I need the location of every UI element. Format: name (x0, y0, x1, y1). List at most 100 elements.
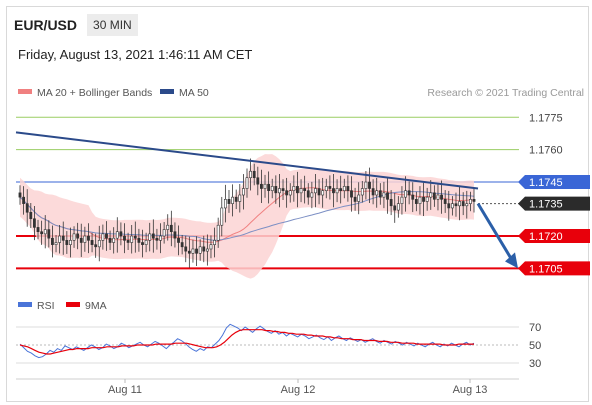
candle-body (169, 224, 173, 233)
candle (220, 196, 224, 237)
candle-body (389, 199, 393, 207)
candle-body (252, 170, 256, 179)
timeframe-badge[interactable]: 30 MIN (87, 14, 138, 36)
candle-body (184, 246, 188, 252)
candle (202, 235, 206, 263)
candle (350, 176, 353, 212)
candle (310, 181, 314, 209)
level-label-2: 1.1745 (529, 177, 563, 189)
candle (450, 196, 454, 216)
candle-body (324, 186, 328, 191)
symbol-label: EUR/USD (14, 17, 78, 33)
candle (137, 228, 141, 252)
candle (256, 166, 260, 196)
candle (241, 174, 245, 210)
candle (33, 206, 36, 241)
candles (18, 158, 476, 268)
candle-body (76, 233, 80, 239)
candle (317, 179, 321, 205)
candle-body (83, 235, 87, 243)
candle (465, 190, 469, 219)
candle (414, 191, 418, 212)
candle (346, 175, 350, 202)
candle (191, 239, 195, 263)
candle (159, 223, 162, 254)
candle-body (396, 203, 400, 211)
candle-body (393, 205, 397, 211)
candle (144, 232, 148, 253)
candle (447, 190, 451, 221)
candle-body (436, 194, 440, 200)
candle-body (180, 242, 184, 248)
forecast-arrow-shaft (476, 202, 513, 260)
candle (260, 169, 263, 203)
level-tags: 1.1775 1.1760 1.1745 1.1735 1.1720 1.1705 (518, 112, 590, 276)
candle (292, 175, 296, 202)
candle (187, 236, 191, 268)
candle-body (328, 186, 332, 189)
candle-body (101, 233, 105, 241)
candle (429, 180, 433, 210)
trendline (15, 131, 479, 190)
candle-body (278, 188, 281, 194)
candle-body (296, 186, 299, 194)
candle-body (94, 244, 98, 248)
candle (436, 183, 440, 211)
candle-body (69, 240, 72, 245)
candle (105, 221, 108, 251)
candle-body (404, 190, 407, 198)
candle-body (51, 237, 54, 245)
nine-ma-legend-swatch (66, 302, 80, 307)
x-tick-label: Aug 13 (453, 384, 488, 396)
candle-body (432, 192, 436, 200)
candle-body (191, 248, 195, 254)
candle (389, 190, 393, 216)
candle (357, 182, 361, 215)
candle-body (79, 237, 83, 243)
candle (353, 187, 357, 211)
candle-body (148, 233, 152, 241)
level-label-0: 1.1775 (529, 112, 563, 124)
candle-body (270, 186, 274, 191)
candle-body (187, 250, 191, 254)
bollinger-band (20, 154, 474, 279)
candle-body (141, 242, 144, 245)
candle-body (108, 237, 112, 243)
candle (335, 179, 339, 203)
candle (22, 186, 26, 215)
candle (195, 236, 198, 267)
candle (342, 178, 346, 199)
candle-body (43, 229, 47, 235)
credit-label: Research © 2021 Trading Central (427, 87, 584, 99)
level-tag-2 (518, 175, 590, 190)
candle-body (137, 237, 141, 243)
candle-body (375, 190, 379, 196)
candle-body (162, 229, 166, 237)
candle-body (303, 188, 307, 191)
candle (54, 234, 58, 253)
candle (432, 185, 436, 207)
candle (324, 178, 328, 199)
candle (400, 186, 404, 215)
candle-body (317, 188, 321, 196)
rsi-tick-label: 70 (529, 322, 541, 334)
level-tag-5 (518, 261, 590, 276)
candle (267, 171, 271, 204)
level-label-3: 1.1735 (529, 199, 563, 211)
candle-body (227, 199, 231, 204)
candle-body (450, 203, 454, 209)
candle-body (25, 203, 29, 213)
candle (396, 196, 400, 218)
candle-body (411, 194, 415, 200)
candle (285, 177, 289, 208)
candle (123, 223, 126, 254)
candle-body (216, 224, 220, 241)
candle-body (65, 240, 69, 245)
candle-body (90, 240, 94, 245)
candle (306, 183, 310, 205)
candle-body (407, 190, 411, 196)
candle-body (223, 199, 227, 209)
candle-body (468, 199, 472, 204)
candle (393, 193, 397, 223)
candle-body (378, 190, 382, 198)
